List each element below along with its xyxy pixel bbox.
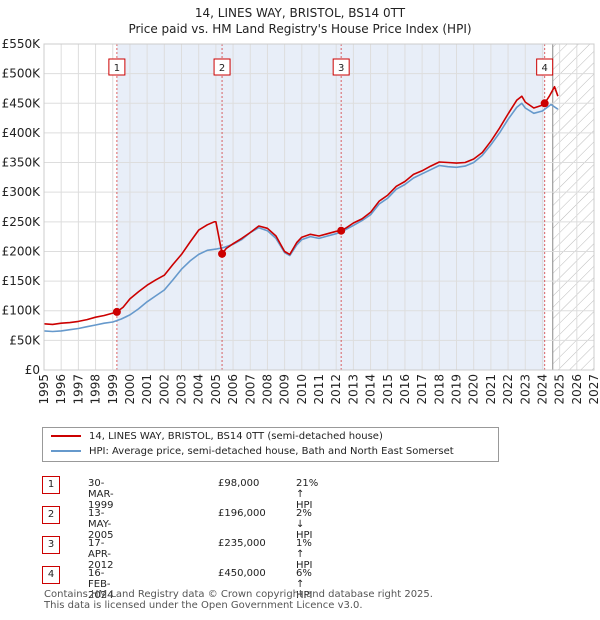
- ownership-shade: [341, 44, 545, 370]
- sale-hpi-diff: 2% ↓ HPI: [296, 508, 313, 541]
- y-tick-label: £150K: [2, 274, 42, 288]
- sale-number: 3: [42, 536, 60, 554]
- x-tick-label: 2027: [587, 374, 600, 405]
- sale-label: 4: [541, 63, 547, 74]
- sale-price: £196,000: [218, 508, 266, 519]
- footer-licence: This data is licensed under the Open Gov…: [44, 600, 363, 611]
- x-tick-label: 2025: [553, 374, 567, 405]
- x-tick-label: 2020: [467, 374, 481, 405]
- y-tick-label: £350K: [2, 156, 42, 170]
- legend-label-property: 14, LINES WAY, BRISTOL, BS14 0TT (semi-d…: [89, 431, 383, 442]
- sale-date: 17-APR-2012: [88, 538, 114, 571]
- x-tick-label: 2006: [226, 374, 240, 405]
- sale-hpi-diff: 21% ↑ HPI: [296, 478, 319, 511]
- sale-point: [218, 249, 227, 258]
- sale-label-box: [213, 58, 231, 76]
- sale-date: 13-MAY-2005: [88, 508, 114, 541]
- chart-title: 14, LINES WAY, BRISTOL, BS14 0TT: [194, 6, 406, 20]
- sale-hpi-diff: 6% ↑ HPI: [296, 568, 313, 601]
- x-tick-label: 2021: [484, 374, 498, 405]
- sale-point: [112, 307, 121, 316]
- x-tick-label: 2001: [140, 374, 154, 405]
- legend-swatch-hpi: [51, 450, 81, 452]
- sale-price: £98,000: [218, 478, 260, 489]
- ownership-shade: [116, 44, 223, 370]
- x-tick-label: 2019: [450, 374, 464, 405]
- y-tick-label: £550K: [2, 37, 42, 51]
- y-tick-label: £200K: [2, 244, 42, 258]
- plot-border: [43, 43, 595, 371]
- sale-date: 30-MAR-1999: [88, 478, 114, 511]
- sale-label-box: [108, 58, 126, 76]
- x-tick-label: 2024: [535, 374, 549, 405]
- property-price-line: [43, 85, 559, 326]
- future-hatch: [552, 44, 594, 370]
- y-tick-label: £500K: [2, 67, 42, 81]
- sale-label-box: [536, 58, 554, 76]
- legend-item-property: 14, LINES WAY, BRISTOL, BS14 0TT (semi-d…: [51, 430, 383, 444]
- x-tick-label: 2023: [518, 374, 532, 405]
- x-tick-label: 2003: [175, 374, 189, 405]
- chart-subtitle: Price paid vs. HM Land Registry's House …: [128, 22, 472, 36]
- chart-legend: 14, LINES WAY, BRISTOL, BS14 0TT (semi-d…: [42, 427, 499, 462]
- sale-date: 16-FEB-2024: [88, 568, 114, 601]
- x-tick-label: 2022: [501, 374, 515, 405]
- hpi-line: [43, 102, 559, 333]
- x-tick-label: 1998: [89, 374, 103, 405]
- x-tick-label: 2005: [209, 374, 223, 405]
- sale-label: 2: [219, 63, 225, 74]
- legend-label-hpi: HPI: Average price, semi-detached house,…: [89, 446, 454, 457]
- sale-number: 1: [42, 476, 60, 494]
- y-tick-label: £100K: [2, 304, 42, 318]
- x-tick-label: 2002: [157, 374, 171, 405]
- x-tick-label: 2012: [329, 374, 343, 405]
- x-tick-label: 2004: [192, 374, 206, 405]
- legend-item-hpi: HPI: Average price, semi-detached house,…: [51, 445, 454, 459]
- sale-label: 1: [114, 63, 120, 74]
- sale-price: £235,000: [218, 538, 266, 549]
- x-tick-label: 2010: [295, 374, 309, 405]
- x-tick-label: 1999: [106, 374, 120, 405]
- y-tick-label: £250K: [2, 215, 42, 229]
- x-tick-label: 2013: [346, 374, 360, 405]
- y-tick-label: £300K: [2, 185, 42, 199]
- y-tick-label: £50K: [9, 333, 41, 347]
- x-tick-label: 1996: [54, 374, 68, 405]
- sale-price: £450,000: [218, 568, 266, 579]
- x-tick-label: 2017: [415, 374, 429, 405]
- x-tick-label: 2008: [260, 374, 274, 405]
- ownership-shade: [222, 44, 342, 370]
- y-tick-label: £400K: [2, 126, 42, 140]
- footer-copyright: Contains HM Land Registry data © Crown c…: [44, 589, 433, 600]
- sale-hpi-diff: 1% ↑ HPI: [296, 538, 313, 571]
- x-tick-label: 2015: [381, 374, 395, 405]
- x-tick-label: 2016: [398, 374, 412, 405]
- y-tick-label: £450K: [2, 96, 42, 110]
- sale-point: [337, 226, 346, 235]
- sale-label: 3: [338, 63, 344, 74]
- x-tick-label: 2011: [312, 374, 326, 405]
- x-tick-label: 2000: [123, 374, 137, 405]
- x-tick-label: 2007: [243, 374, 257, 405]
- x-tick-label: 2026: [570, 374, 584, 405]
- x-tick-label: 1997: [71, 374, 85, 405]
- sale-number: 4: [42, 566, 60, 584]
- x-tick-label: 2018: [432, 374, 446, 405]
- x-tick-label: 2014: [364, 374, 378, 405]
- sale-point: [540, 99, 549, 108]
- sale-number: 2: [42, 506, 60, 524]
- x-tick-label: 2009: [278, 374, 292, 405]
- price-chart: 1 2 3 4 £0 £50K £100K £150K £200K £250K £300K £350…: [2, 37, 600, 405]
- legend-swatch-property: [51, 435, 81, 437]
- y-tick-label: £0: [25, 363, 40, 377]
- sale-label-box: [332, 58, 350, 76]
- x-tick-label: 1995: [37, 374, 51, 405]
- footer: Contains HM Land Registry data © Crown c…: [44, 589, 433, 611]
